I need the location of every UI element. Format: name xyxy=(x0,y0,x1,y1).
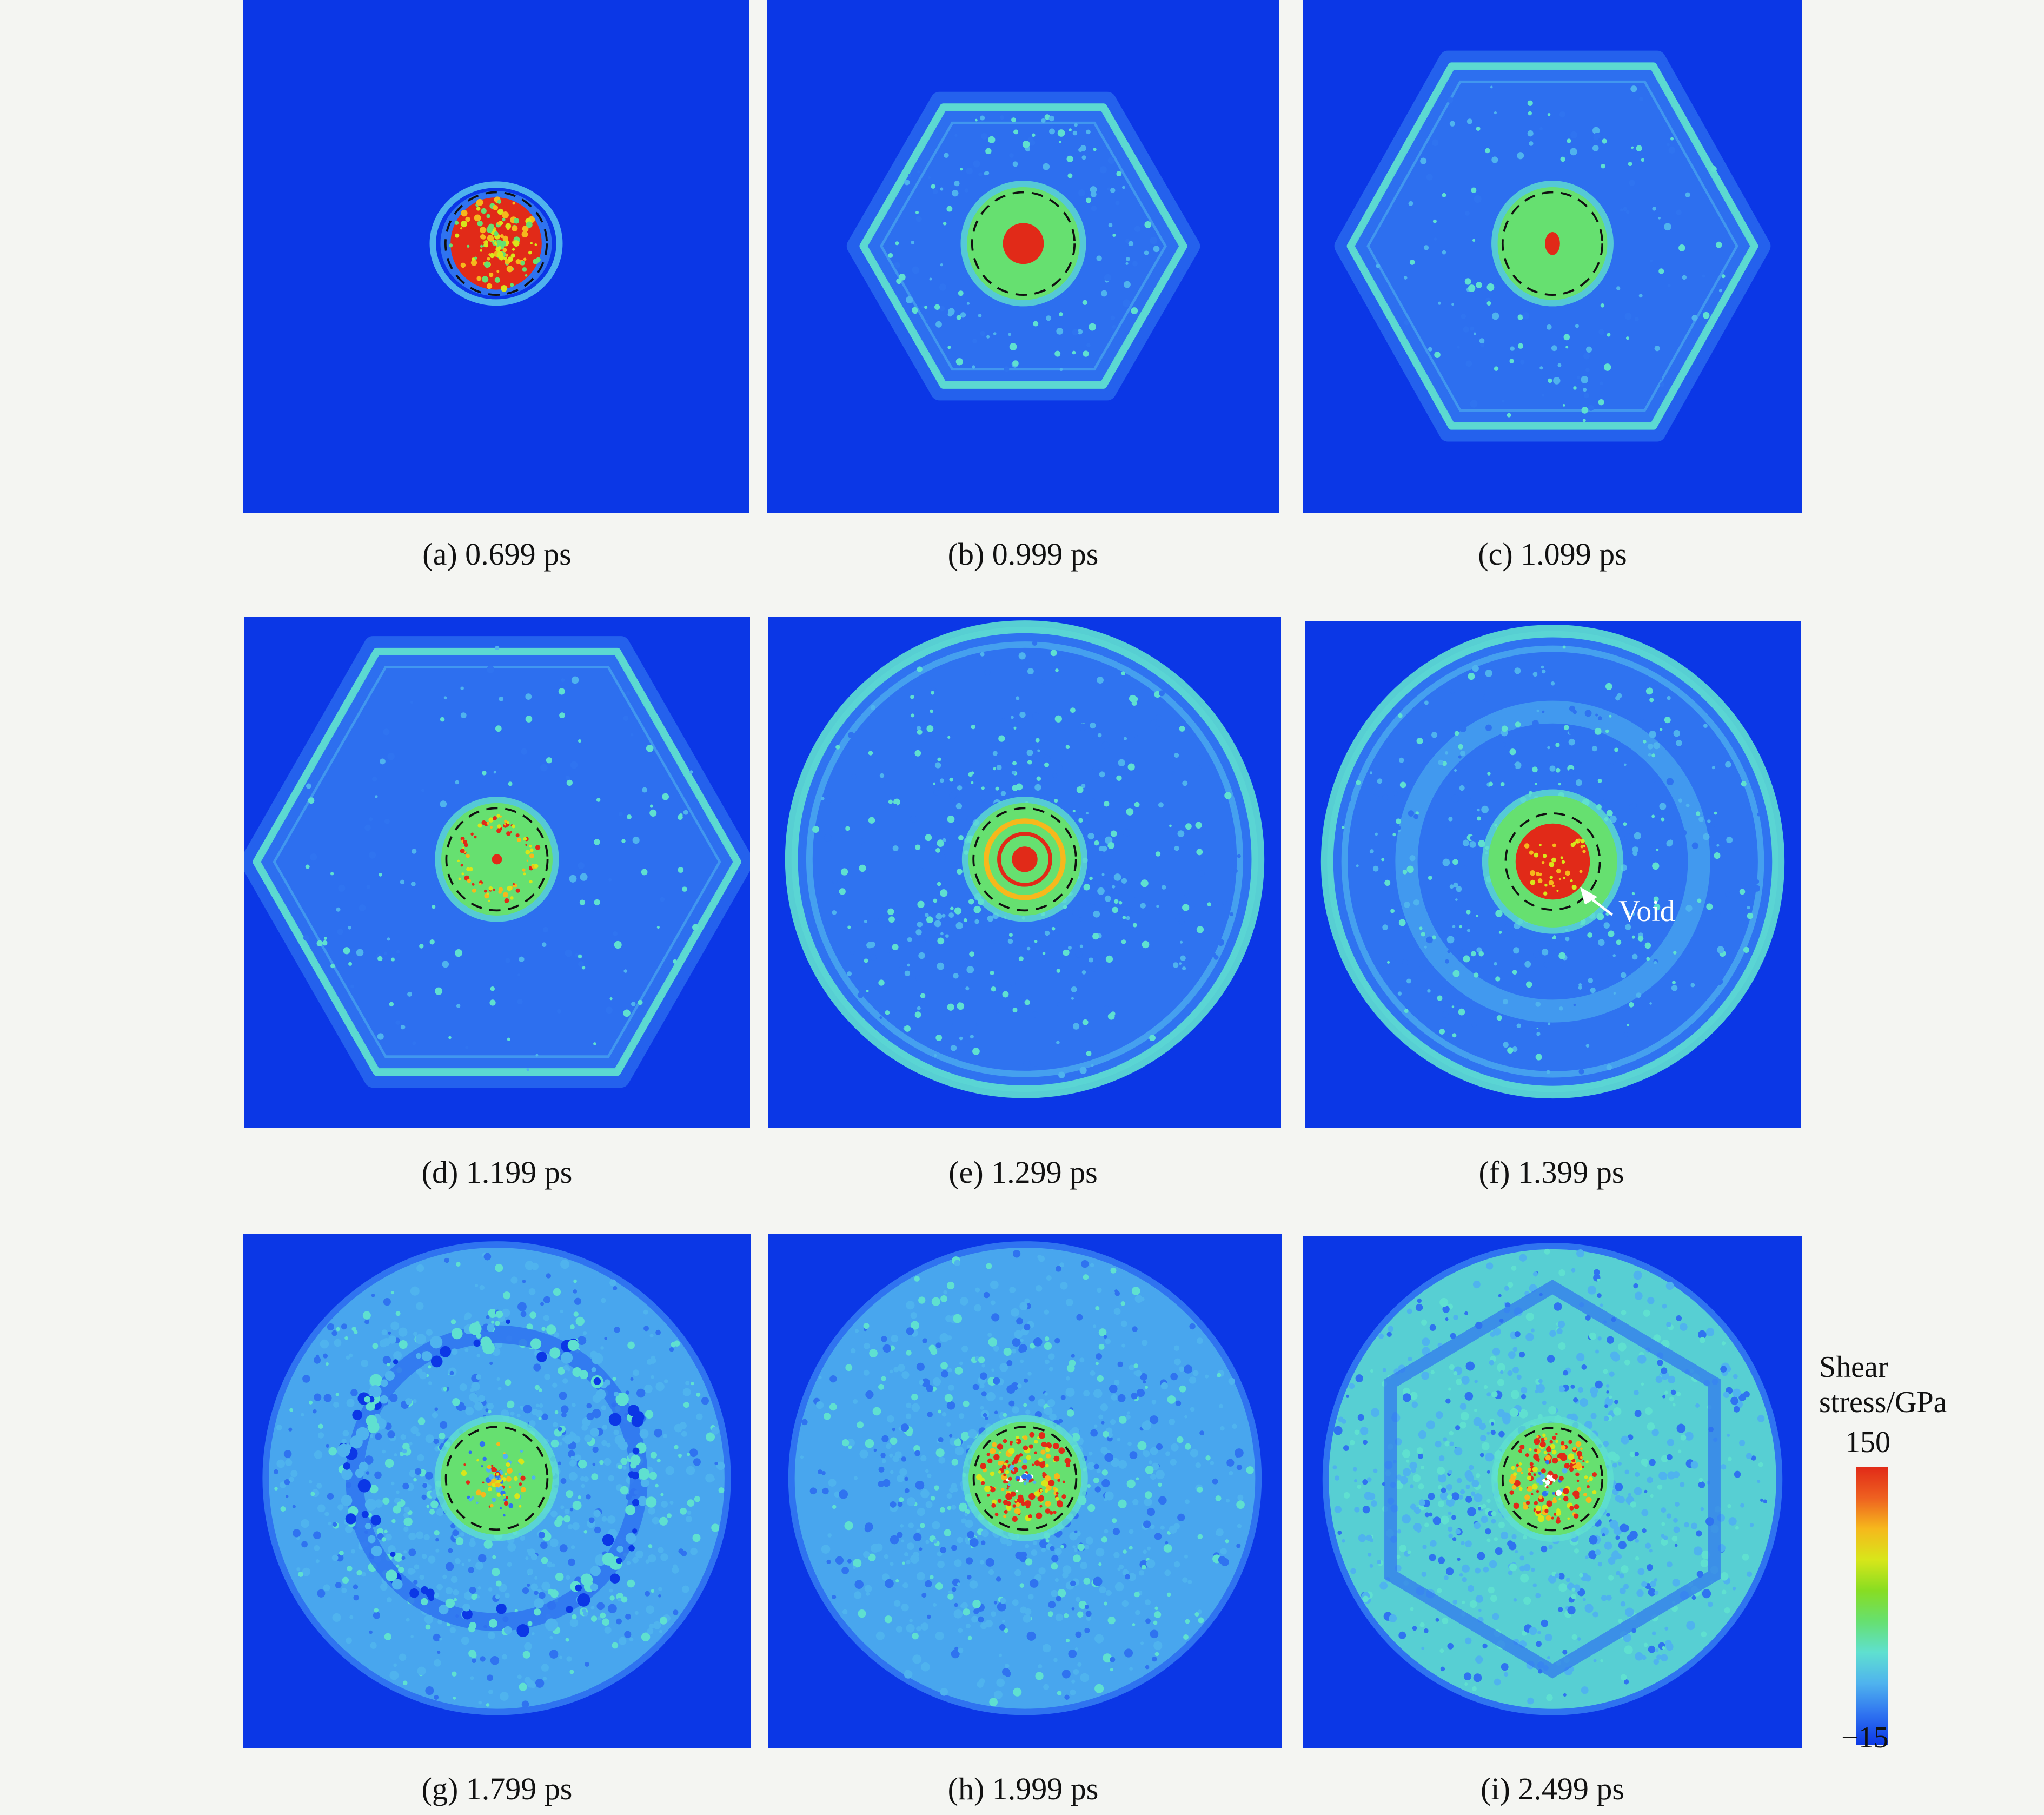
dashed-circle xyxy=(971,191,1076,296)
panel-f-plot xyxy=(1320,625,1785,1099)
boundary xyxy=(788,1241,1262,1715)
core-speckle xyxy=(461,1441,536,1517)
inner-wave xyxy=(879,121,1167,371)
wave-texture xyxy=(303,646,699,1071)
panel-e-plot xyxy=(785,620,1265,1098)
dashed-circle xyxy=(444,1426,549,1531)
wave-texture xyxy=(888,114,1160,372)
dashed-circle xyxy=(445,807,549,912)
inner-wave xyxy=(1341,645,1764,1078)
dashed-circle xyxy=(444,191,548,296)
core-speckle xyxy=(1536,1460,1568,1497)
caption-f: (f) 1.399 ps xyxy=(1478,1155,1624,1190)
caption-c: (c) 1.099 ps xyxy=(1478,536,1627,572)
colorbar-title-line2: stress/GPa xyxy=(1819,1386,1947,1419)
hex-band xyxy=(1384,1280,1721,1679)
wave-texture xyxy=(812,640,1241,1078)
panel-b xyxy=(767,0,1279,513)
panel-f xyxy=(1305,621,1801,1128)
ring-band xyxy=(984,818,1066,900)
colorbar-title-line1: Shear xyxy=(1819,1350,1888,1384)
caption-i: (i) 2.499 ps xyxy=(1481,1771,1624,1806)
panel-g-plot xyxy=(262,1241,731,1715)
circular-wave-front xyxy=(785,620,1265,1098)
ring-band-inner xyxy=(997,832,1052,887)
panel-e xyxy=(768,617,1281,1128)
colorbar-gradient xyxy=(1856,1467,1888,1745)
caption-e: (e) 1.299 ps xyxy=(948,1155,1098,1190)
ring-speckle xyxy=(976,1432,1071,1522)
caption-a: (a) 0.699 ps xyxy=(422,536,572,572)
caption-h: (h) 1.999 ps xyxy=(947,1771,1099,1806)
hot-core xyxy=(1003,223,1044,264)
panel-b-plot xyxy=(846,91,1200,401)
mid-ring xyxy=(1395,700,1710,1023)
panel-c-plot xyxy=(1334,50,1771,442)
panel-d-plot xyxy=(244,636,750,1088)
boundary xyxy=(262,1241,731,1715)
front-glow xyxy=(1334,50,1771,442)
inner-wave xyxy=(1366,80,1738,412)
inner-wave xyxy=(806,641,1244,1077)
circular-wave-front xyxy=(1320,625,1785,1099)
void-arrow xyxy=(1591,898,1613,916)
panel-a xyxy=(243,0,749,513)
colorbar-max-label: 150 xyxy=(1845,1426,1890,1459)
dashed-circle xyxy=(972,1426,1078,1531)
panel-d xyxy=(244,617,750,1128)
panel-h-plot xyxy=(788,1241,1262,1715)
caption-d: (d) 1.199 ps xyxy=(421,1155,573,1190)
hot-core xyxy=(1012,846,1038,872)
wave-texture xyxy=(1376,85,1726,422)
panel-g xyxy=(243,1234,751,1748)
ring-speckle xyxy=(457,814,541,903)
ripple-blobs xyxy=(337,1319,657,1640)
front-glow xyxy=(846,91,1200,401)
inner-wave xyxy=(273,666,721,1058)
panel-i xyxy=(1303,1236,1802,1748)
panel-c xyxy=(1303,0,1802,513)
hot-core xyxy=(1545,231,1560,255)
core-speckle xyxy=(449,196,541,292)
dashed-circle xyxy=(972,807,1077,912)
dashed-circle xyxy=(1501,191,1604,296)
ring-speckle xyxy=(1509,1433,1597,1524)
caption-b: (b) 0.999 ps xyxy=(947,536,1099,572)
colorbar-min-label: −15 xyxy=(1841,1721,1889,1754)
boundary xyxy=(1322,1243,1783,1715)
caption-g: (g) 1.799 ps xyxy=(421,1771,573,1806)
front-glow xyxy=(244,636,750,1088)
panel-h xyxy=(768,1234,1282,1748)
void-label: Void xyxy=(1618,895,1675,928)
hot-core xyxy=(492,854,502,865)
panel-a-plot xyxy=(429,181,563,306)
void-arrowhead xyxy=(1580,886,1598,905)
colorbar xyxy=(1856,1467,1888,1745)
shock-front xyxy=(429,181,563,306)
core-speckle xyxy=(1006,1459,1037,1493)
panel-i-plot xyxy=(1322,1243,1783,1715)
core-speckle xyxy=(1524,838,1586,896)
